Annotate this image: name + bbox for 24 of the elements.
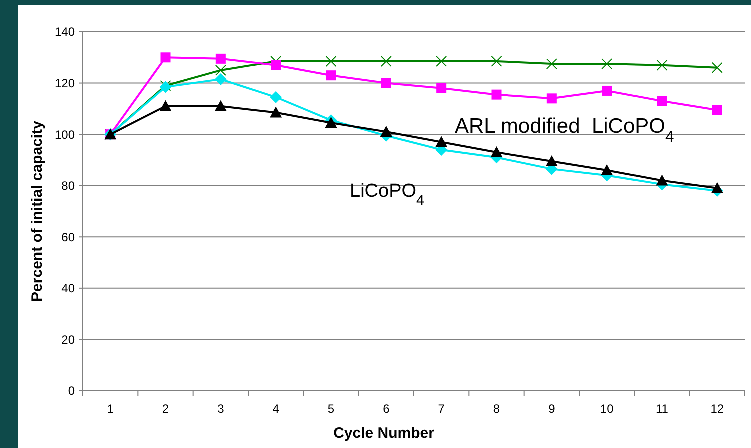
y-tick-label: 80 [62, 179, 76, 194]
y-tick-label: 40 [62, 282, 76, 296]
x-tick-label: 12 [710, 402, 724, 416]
y-tick-label: 60 [62, 230, 76, 244]
x-tick-label: 3 [218, 402, 225, 416]
annotation: LiCoPO$_{4}$ [350, 181, 425, 209]
x-tick-label: 1 [107, 402, 114, 416]
x-axis-title: Cycle Number [334, 425, 435, 442]
x-tick-label: 8 [493, 402, 500, 416]
y-tick-label: 140 [54, 25, 76, 40]
annotation: ARL modified LiCoPO$_{4}$ [455, 115, 674, 146]
x-tick-label: 4 [272, 402, 280, 416]
x-tick-label: 9 [548, 402, 556, 416]
y-axis-title: Percent of initial capacity [29, 120, 46, 302]
x-tick-label: 5 [328, 402, 335, 416]
x-tick-label: 6 [383, 402, 390, 416]
y-tick-label: 120 [54, 76, 76, 90]
x-tick-label: 7 [438, 402, 446, 416]
y-tick-label: 20 [62, 332, 76, 347]
x-tick-label: 11 [656, 402, 669, 416]
y-tick-label: 100 [54, 128, 76, 142]
x-tick-label: 2 [162, 402, 170, 416]
x-tick-label: 10 [600, 402, 614, 416]
y-tick-label: 0 [68, 384, 76, 398]
